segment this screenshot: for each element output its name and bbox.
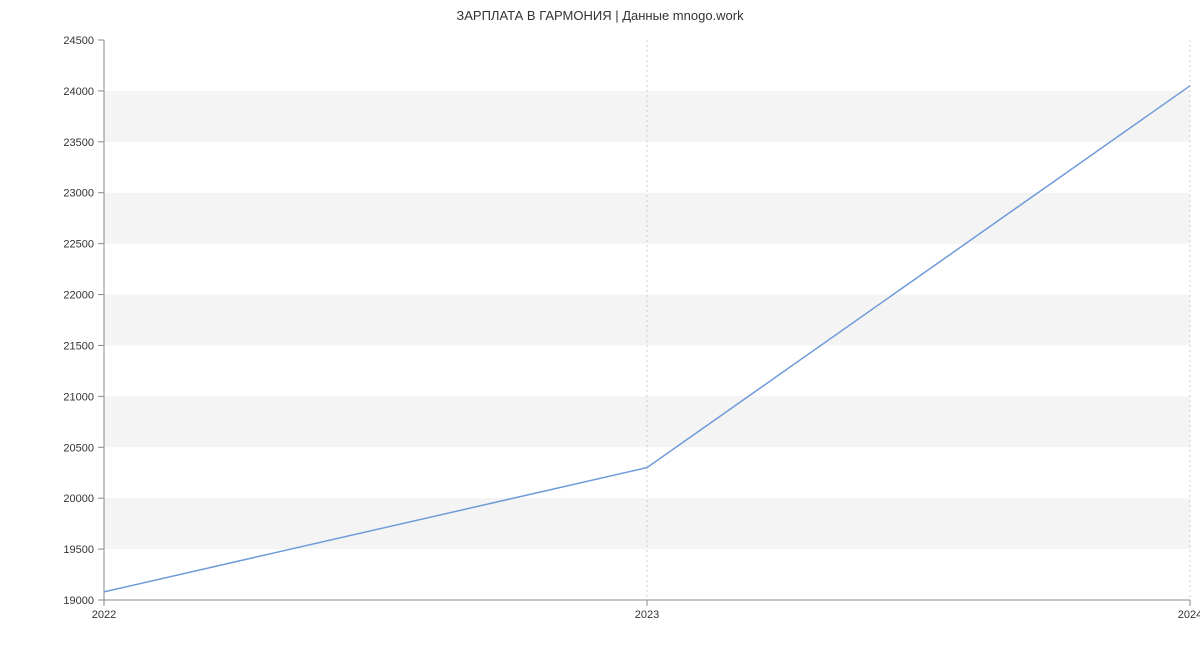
y-tick-label: 24500 (63, 35, 94, 47)
y-tick-label: 20500 (63, 442, 94, 454)
y-tick-label: 20000 (63, 493, 94, 505)
chart-svg: 19000 19500 20000 20500 21000 21500 22000 22500… (0, 32, 1200, 650)
y-tick-label: 19500 (63, 544, 94, 556)
y-tick-label: 23500 (63, 137, 94, 149)
x-tick-label: 2023 (635, 609, 659, 621)
chart-area: 19000 19500 20000 20500 21000 21500 22000 22500… (0, 32, 1200, 650)
y-tick-label: 21500 (63, 340, 94, 352)
y-tick-label: 22000 (63, 290, 94, 302)
x-tick-label: 2022 (92, 609, 116, 621)
y-tick-label: 23000 (63, 188, 94, 200)
chart-title: ЗАРПЛАТА В ГАРМОНИЯ | Данные mnogo.work (0, 0, 1200, 32)
y-tick-label: 21000 (63, 391, 94, 403)
y-tick-label: 24000 (63, 86, 94, 98)
y-tick-label: 22500 (63, 239, 94, 251)
x-tick-label: 2024 (1178, 609, 1200, 621)
y-tick-label: 19000 (63, 595, 94, 607)
